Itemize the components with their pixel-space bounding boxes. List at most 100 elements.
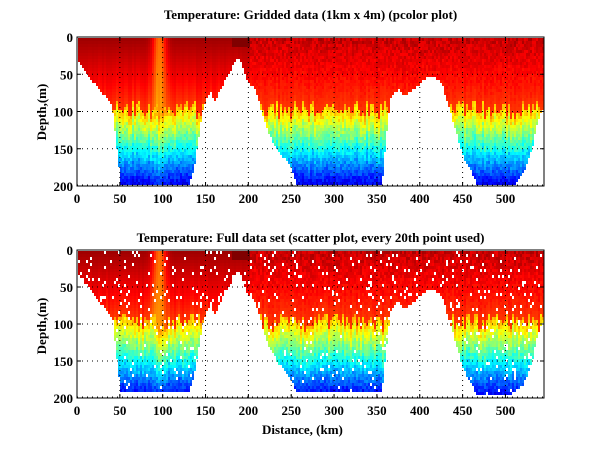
heatmap-cell (324, 68, 326, 71)
heatmap-cell (322, 176, 324, 179)
heatmap-cell (104, 86, 106, 89)
heatmap-cell (338, 167, 340, 170)
heatmap-cell (276, 68, 278, 71)
heatmap-cell (146, 140, 148, 143)
heatmap-cell (146, 74, 148, 77)
heatmap-cell (134, 116, 136, 119)
heatmap-cell (310, 95, 312, 98)
heatmap-cell (140, 62, 142, 65)
heatmap-cell (170, 122, 172, 125)
heatmap-cell (302, 95, 304, 98)
heatmap-cell (282, 83, 284, 86)
heatmap-cell (272, 62, 274, 65)
heatmap-cell (164, 83, 166, 86)
heatmap-cell (318, 143, 320, 146)
heatmap-cell (290, 104, 292, 107)
heatmap-cell (194, 41, 196, 44)
heatmap-cell (146, 98, 148, 101)
heatmap-cell (306, 140, 308, 143)
heatmap-cell (200, 50, 202, 53)
heatmap-cell (96, 68, 98, 71)
heatmap-cell (152, 149, 154, 152)
heatmap-cell (330, 128, 332, 131)
heatmap-cell (118, 128, 120, 131)
heatmap-cell (124, 47, 126, 50)
heatmap-cell (186, 131, 188, 134)
heatmap-cell (208, 77, 210, 80)
heatmap-cell (186, 74, 188, 77)
heatmap-cell (316, 155, 318, 158)
heatmap-cell (192, 68, 194, 71)
heatmap-cell (312, 80, 314, 83)
heatmap-cell (178, 128, 180, 131)
heatmap-cell (170, 74, 172, 77)
heatmap-cell (160, 140, 162, 143)
heatmap-cell (140, 179, 142, 182)
heatmap-cell (336, 89, 338, 92)
heatmap-cell (308, 155, 310, 158)
heatmap-cell (144, 38, 146, 41)
heatmap-cell (314, 116, 316, 119)
heatmap-cell (338, 122, 340, 125)
heatmap-cell (346, 119, 348, 122)
heatmap-cell (342, 104, 344, 107)
heatmap-cell (182, 182, 184, 185)
heatmap-cell (194, 62, 196, 65)
heatmap-cell (340, 62, 342, 65)
heatmap-cell (184, 134, 186, 137)
heatmap-cell (298, 143, 300, 146)
heatmap-cell (296, 140, 298, 143)
heatmap-cell (296, 80, 298, 83)
heatmap-cell (352, 83, 354, 86)
heatmap-cell (112, 53, 114, 56)
heatmap-cell (264, 77, 266, 80)
heatmap-cell (316, 98, 318, 101)
heatmap-cell (322, 122, 324, 125)
heatmap-cell (308, 143, 310, 146)
heatmap-cell (172, 173, 174, 176)
heatmap-cell (316, 62, 318, 65)
heatmap-cell (336, 176, 338, 179)
heatmap-cell (232, 38, 234, 41)
heatmap-cell (148, 113, 150, 116)
heatmap-cell (316, 140, 318, 143)
heatmap-cell (226, 56, 228, 59)
heatmap-cell (336, 134, 338, 137)
heatmap-cell (124, 95, 126, 98)
heatmap-cell (288, 41, 290, 44)
heatmap-cell (178, 92, 180, 95)
heatmap-cell (128, 62, 130, 65)
heatmap-cell (194, 134, 196, 137)
heatmap-cell (174, 38, 176, 41)
heatmap-cell (266, 116, 268, 119)
heatmap-cell (272, 125, 274, 128)
heatmap-cell (264, 104, 266, 107)
heatmap-cell (136, 56, 138, 59)
heatmap-cell (270, 62, 272, 65)
heatmap-cell (182, 146, 184, 149)
heatmap-cell (330, 167, 332, 170)
heatmap-cell (130, 164, 132, 167)
heatmap-cell (146, 173, 148, 176)
heatmap-cell (120, 176, 122, 179)
heatmap-cell (190, 101, 192, 104)
heatmap-cell (144, 155, 146, 158)
heatmap-cell (176, 59, 178, 62)
heatmap-cell (354, 116, 356, 119)
heatmap-cell (342, 125, 344, 128)
heatmap-cell (340, 92, 342, 95)
heatmap-cell (248, 71, 250, 74)
heatmap-cell (164, 89, 166, 92)
heatmap-cell (184, 50, 186, 53)
heatmap-cell (132, 170, 134, 173)
heatmap-cell (348, 158, 350, 161)
heatmap-cell (302, 68, 304, 71)
heatmap-cell (142, 41, 144, 44)
heatmap-cell (346, 68, 348, 71)
heatmap-cell (164, 62, 166, 65)
heatmap-cell (172, 80, 174, 83)
heatmap-cell (320, 71, 322, 74)
heatmap-cell (172, 107, 174, 110)
heatmap-cell (104, 47, 106, 50)
heatmap-cell (166, 176, 168, 179)
